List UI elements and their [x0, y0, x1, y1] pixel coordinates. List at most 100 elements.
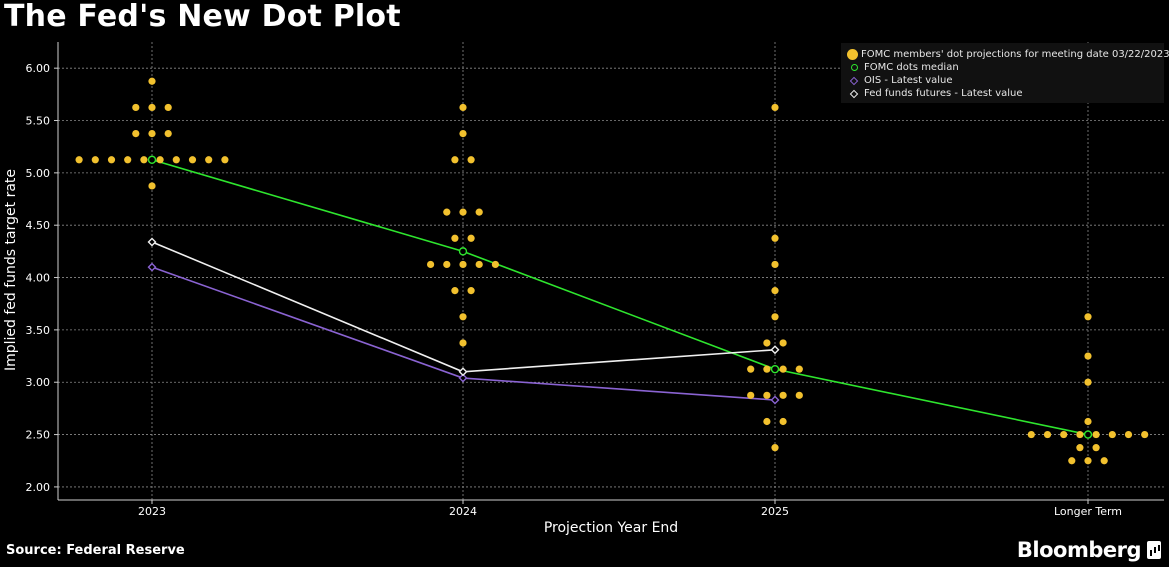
fomc-dot [75, 156, 83, 164]
fomc-dot [779, 391, 787, 399]
fomc-dot [1043, 430, 1052, 439]
fomc-dot [164, 103, 172, 112]
fomc-dot [771, 234, 779, 242]
y-tick-label: 3.00 [26, 376, 51, 389]
fomc-dot [1141, 430, 1149, 439]
legend-label: FOMC dots median [864, 62, 959, 73]
fomc-dot [771, 260, 779, 269]
fomc-dot [1124, 430, 1133, 439]
x-axis-label: Projection Year End [544, 520, 678, 536]
fomc-dot [1084, 352, 1092, 360]
fomc-dot [467, 234, 475, 242]
diamond-marker [458, 373, 468, 383]
diamond-marker [147, 262, 157, 272]
dot-projections [75, 77, 1149, 465]
fomc-dot [1027, 430, 1035, 439]
fomc-dot [124, 156, 132, 164]
fomc-dot [1092, 444, 1100, 452]
fomc-dot [1076, 444, 1084, 452]
fomc-dot [475, 208, 483, 216]
diamond-marker-icon [847, 89, 861, 98]
fomc-dot [443, 260, 451, 269]
fomc-dot [140, 156, 148, 164]
fomc-dot [459, 260, 467, 269]
median-marker [458, 247, 468, 256]
diamond-marker [770, 395, 780, 405]
diamond-marker [770, 345, 780, 355]
fomc-dot [451, 234, 459, 242]
legend-label: FOMC members' dot projections for meetin… [861, 49, 1169, 60]
chart-icon [1147, 541, 1161, 559]
bloomberg-logo: Bloomberg [1017, 536, 1161, 564]
page-title: The Fed's New Dot Plot [4, 0, 401, 34]
fomc-dot [459, 103, 467, 112]
fomc-dot [1084, 457, 1092, 465]
y-tick-label: 5.50 [26, 115, 51, 128]
y-tick-label: 4.00 [26, 272, 51, 285]
diamond-marker [147, 237, 157, 247]
fomc-dot [491, 260, 499, 269]
fomc-dot [459, 339, 467, 347]
fomc-dot [1100, 457, 1108, 465]
diamond-marker-icon [847, 76, 861, 85]
legend-item-median: FOMC dots median [841, 61, 1164, 74]
grid-lines [58, 42, 1164, 500]
y-tick-label: 3.50 [26, 324, 51, 337]
fomc-dot [188, 156, 197, 164]
fomc-dot [205, 156, 213, 164]
x-tick-label: 2025 [761, 505, 789, 518]
fomc-dot [763, 417, 771, 426]
fomc-dot [451, 287, 459, 295]
fomc-dot [763, 365, 771, 373]
fomc-dot [1068, 457, 1076, 465]
fomc-dot [427, 260, 435, 269]
fomc-dot [771, 103, 779, 112]
fomc-dot [1060, 430, 1068, 439]
series-lines [151, 159, 1089, 436]
fomc-dot [148, 77, 156, 85]
fomc-dot [451, 156, 459, 164]
fomc-dot [1108, 430, 1116, 439]
fomc-dot [164, 130, 172, 138]
fomc-dot [795, 391, 803, 399]
fomc-dot [459, 313, 467, 321]
fomc-dot [1076, 430, 1084, 439]
fomc-dot [467, 156, 475, 164]
legend-item-dots: FOMC members' dot projections for meetin… [841, 48, 1169, 61]
fomc-dot [459, 208, 467, 216]
legend-item-futures: Fed funds futures - Latest value [841, 87, 1164, 100]
fomc-dot [779, 417, 787, 426]
fomc-dot [771, 313, 779, 321]
y-axis-label: Implied fed funds target rate [3, 169, 19, 371]
x-tick-label: Longer Term [1054, 505, 1122, 518]
median-marker [1083, 430, 1093, 439]
fomc-dot [459, 130, 467, 138]
y-tick-label: 6.00 [26, 62, 51, 75]
fomc-dot [148, 103, 156, 112]
axes: 2.00 2.50 3.00 3.50 4.00 4.50 5.00 5.50 6.00 2023… [26, 42, 1164, 518]
legend-label: OIS - Latest value [864, 75, 953, 86]
fomc-dot [91, 156, 99, 164]
fomc-dot [795, 365, 803, 373]
fomc-dot [763, 339, 771, 347]
legend-item-ois: OIS - Latest value [841, 74, 1164, 87]
fomc-dot [1084, 378, 1092, 386]
fomc-dot [1092, 430, 1100, 439]
dot-marker-icon [847, 49, 858, 60]
fomc-dot [132, 103, 140, 112]
x-tick-label: 2023 [138, 505, 166, 518]
median-marker [770, 364, 780, 374]
fomc-dot [779, 339, 787, 347]
y-tick-label: 5.00 [26, 167, 51, 180]
fomc-dot [156, 156, 164, 164]
fomc-dot [771, 444, 779, 452]
fomc-dot [107, 156, 116, 164]
fomc-dot [221, 156, 229, 164]
fomc-dot [172, 156, 180, 164]
fomc-dot [475, 260, 483, 269]
fomc-dot [779, 365, 787, 373]
source-note: Source: Federal Reserve [6, 543, 185, 558]
fomc-dot [747, 365, 755, 373]
diamond-marker [458, 367, 468, 377]
